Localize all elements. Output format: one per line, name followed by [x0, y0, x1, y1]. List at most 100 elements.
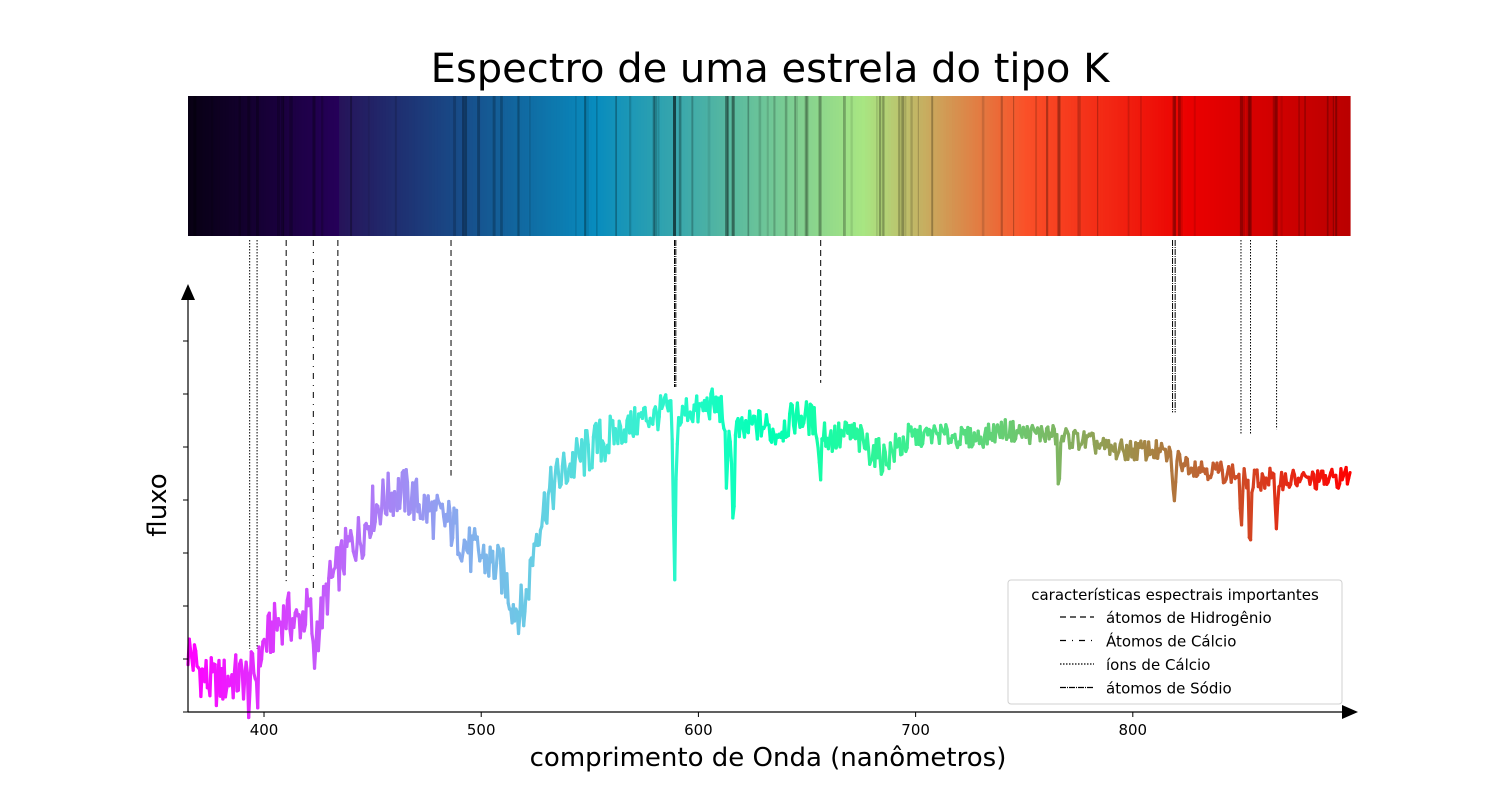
- strip-band: [1050, 96, 1055, 236]
- strip-band: [766, 96, 770, 236]
- flux-segment: [312, 645, 318, 670]
- flux-segment: [1011, 419, 1016, 443]
- strip-band: [574, 96, 578, 236]
- strip-absorption: [367, 96, 370, 236]
- flux-segment: [1239, 489, 1245, 527]
- strip-absorption: [500, 96, 503, 236]
- strip-band: [1161, 96, 1165, 236]
- strip-absorption: [931, 96, 933, 236]
- flux-segment: [298, 618, 304, 640]
- strip-band: [190, 96, 195, 236]
- strip-absorption: [1077, 96, 1081, 236]
- flux-segment: [484, 553, 490, 568]
- strip-absorption: [596, 96, 598, 236]
- strip-band: [254, 96, 259, 236]
- flux-segment: [640, 406, 646, 420]
- strip-band: [487, 96, 491, 236]
- strip-absorption: [1242, 96, 1246, 236]
- flux-segment: [603, 446, 608, 463]
- strip-band: [737, 96, 741, 236]
- strip-absorption: [517, 96, 520, 236]
- strip-band: [440, 96, 445, 236]
- strip-absorption: [282, 96, 285, 236]
- flux-segment: [981, 433, 987, 449]
- flux-segment: [673, 477, 678, 582]
- flux-segment: [373, 503, 379, 524]
- strip-band: [708, 96, 712, 236]
- strip-absorption: [1335, 96, 1338, 236]
- strip-absorption: [901, 96, 905, 236]
- strip-absorption: [673, 96, 677, 236]
- flux-segment: [281, 604, 287, 627]
- strip-band: [231, 96, 236, 236]
- flux-segment: [1274, 501, 1280, 531]
- strip-band: [992, 96, 997, 236]
- strip-absorption: [587, 96, 589, 236]
- strip-band: [844, 96, 849, 236]
- flux-segment: [1230, 463, 1236, 478]
- strip-absorption: [462, 96, 465, 236]
- strip-band: [1329, 96, 1334, 236]
- strip-band: [1001, 96, 1005, 236]
- strip-band: [1047, 96, 1052, 236]
- flux-segment: [199, 667, 204, 699]
- strip-band: [1338, 96, 1342, 236]
- legend-label: íons de Cálcio: [1106, 656, 1210, 674]
- flux-segment: [354, 542, 359, 562]
- strip-band: [1178, 96, 1183, 236]
- strip-absorption: [725, 96, 729, 236]
- strip-band: [298, 96, 302, 236]
- flux-segment: [382, 500, 388, 515]
- strip-band: [539, 96, 543, 236]
- strip-band: [1143, 96, 1148, 236]
- strip-band: [318, 96, 323, 236]
- flux-segment: [497, 547, 503, 561]
- flux-segment: [234, 653, 239, 693]
- flux-segment: [231, 669, 237, 700]
- strip-band: [1242, 96, 1247, 236]
- flux-segment: [635, 412, 641, 436]
- strip-band: [519, 96, 523, 236]
- flux-segment: [930, 430, 935, 445]
- flux-segment: [531, 542, 536, 568]
- strip-band: [1100, 96, 1104, 236]
- strip-band: [1007, 96, 1011, 236]
- strip-band: [699, 96, 703, 236]
- strip-band: [597, 96, 602, 236]
- strip-band: [324, 96, 329, 236]
- strip-band: [644, 96, 648, 236]
- strip-absorption: [529, 96, 531, 236]
- strip-band: [635, 96, 639, 236]
- strip-band: [536, 96, 541, 236]
- strip-band: [228, 96, 233, 236]
- strip-absorption: [691, 96, 694, 236]
- strip-band: [891, 96, 895, 236]
- strip-band: [481, 96, 485, 236]
- strip-band: [882, 96, 886, 236]
- strip-band: [742, 96, 747, 236]
- strip-absorption: [277, 96, 280, 236]
- strip-band: [463, 96, 468, 236]
- strip-band: [934, 96, 939, 236]
- strip-band: [800, 96, 805, 236]
- flux-segment: [493, 561, 499, 580]
- strip-absorption: [1057, 96, 1061, 236]
- strip-band: [484, 96, 488, 236]
- strip-band: [1042, 96, 1046, 236]
- strip-absorption: [1272, 96, 1275, 236]
- strip-band: [1239, 96, 1244, 236]
- flux-segment: [764, 413, 770, 427]
- strip-band: [263, 96, 268, 236]
- x-tick-label: 400: [250, 721, 279, 739]
- strip-band: [452, 96, 456, 236]
- strip-band: [376, 96, 381, 236]
- strip-band: [1300, 96, 1305, 236]
- strip-band: [1120, 96, 1125, 236]
- strip-band: [333, 96, 337, 236]
- flux-segment: [1334, 473, 1339, 489]
- strip-band: [954, 96, 959, 236]
- strip-absorption: [453, 96, 457, 236]
- strip-band: [434, 96, 439, 236]
- flux-segment: [398, 489, 403, 510]
- flux-segment: [897, 436, 903, 457]
